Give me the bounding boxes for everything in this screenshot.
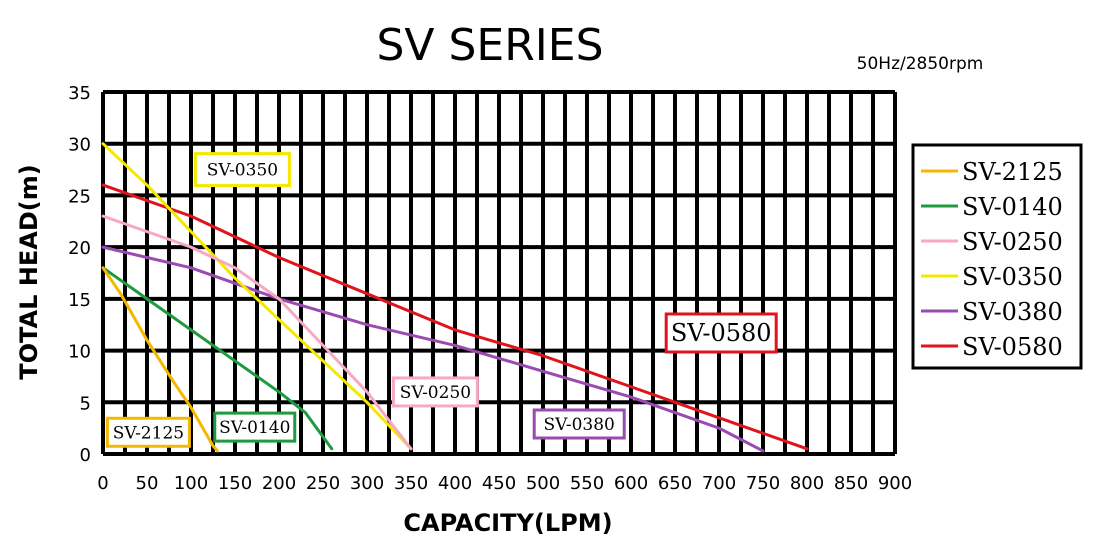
legend-box [911,143,1083,370]
annotations: SV-0350 SV-0580 SV-0250 SV-0380 SV-2125 SV-01… [105,152,778,448]
x-tick-label: 300 [350,473,384,494]
annotation-sv-0140: SV-0140 [213,411,297,443]
annotation-sv-0250: SV-0250 [391,376,479,408]
y-axis-label: TOTAL HEAD(m) [15,164,43,379]
x-tick-label: 750 [746,473,780,494]
series-lines [101,142,809,453]
series-line-sv-0580 [101,183,809,451]
annotation-box [193,152,291,188]
annotation-label: SV-0580 [671,319,772,347]
x-tick-label: 250 [306,473,340,494]
annotation-label: SV-2125 [113,423,184,443]
annotation-sv-0350: SV-0350 [193,152,291,188]
x-tick-label: 400 [438,473,472,494]
y-tick-label: 30 [68,135,91,156]
x-tick-label: 650 [658,473,692,494]
legend-item-sv-0350: SV-0350 [921,263,1063,291]
series-line-sv-0140 [101,266,334,451]
legend: SV-2125 SV-0140 SV-0250 SV-0350 SV-0380 SV-05… [911,143,1083,370]
x-tick-label: 200 [262,473,296,494]
annotation-label: SV-0350 [207,161,278,181]
x-tick-label: 900 [878,473,912,494]
annotation-box [105,416,191,448]
series-line-sv-2125 [101,266,219,453]
x-tick-label: 50 [136,473,159,494]
legend-label: SV-0140 [962,193,1063,221]
annotation-box [213,411,297,443]
chart-subtitle: 50Hz/2850rpm [857,54,984,74]
annotation-label: SV-0140 [219,418,290,438]
x-tick-label: 850 [834,473,868,494]
x-tick-label: 0 [97,473,108,494]
series-line-sv-0350 [101,142,413,451]
legend-label: SV-0350 [962,263,1063,291]
y-tick-label: 0 [80,445,91,466]
annotation-label: SV-0380 [544,415,615,435]
annotation-sv-2125: SV-2125 [105,416,191,448]
y-tick-label: 10 [68,342,91,363]
annotation-sv-0580: SV-0580 [664,312,778,354]
legend-item-sv-2125: SV-2125 [921,158,1063,186]
chart-title: SV SERIES [376,20,603,71]
y-tick-label: 35 [68,83,91,104]
legend-label: SV-2125 [962,158,1063,186]
x-tick-label: 150 [218,473,252,494]
x-tick-label: 800 [790,473,824,494]
annotation-sv-0380: SV-0380 [532,408,626,440]
y-tick-label: 25 [68,186,91,207]
x-tick-label: 700 [702,473,736,494]
legend-item-sv-0380: SV-0380 [921,298,1063,326]
annotation-box [664,312,778,354]
x-axis-label: CAPACITY(LPM) [403,509,612,537]
grid [101,90,897,456]
legend-label: SV-0580 [962,333,1063,361]
x-tick-label: 500 [526,473,560,494]
y-tick-label: 5 [80,393,91,414]
y-axis-ticks: 0 5 10 15 20 25 30 35 [68,83,91,466]
annotation-box [532,408,626,440]
x-tick-label: 600 [614,473,648,494]
legend-item-sv-0580: SV-0580 [921,333,1063,361]
annotation-label: SV-0250 [400,383,471,403]
legend-label: SV-0250 [962,228,1063,256]
legend-label: SV-0380 [962,298,1063,326]
series-line-sv-0250 [101,214,413,451]
y-tick-label: 20 [68,238,91,259]
y-tick-label: 15 [68,290,91,311]
x-tick-label: 350 [394,473,428,494]
annotation-box [391,376,479,408]
legend-item-sv-0250: SV-0250 [921,228,1063,256]
x-tick-label: 450 [482,473,516,494]
x-tick-label: 100 [174,473,208,494]
series-line-sv-0380 [101,245,765,453]
x-tick-label: 550 [570,473,604,494]
legend-item-sv-0140: SV-0140 [921,193,1063,221]
x-axis-ticks: 0 50 100 150 200 250 300 350 400 450 500 550 600 650 7… [97,473,912,494]
